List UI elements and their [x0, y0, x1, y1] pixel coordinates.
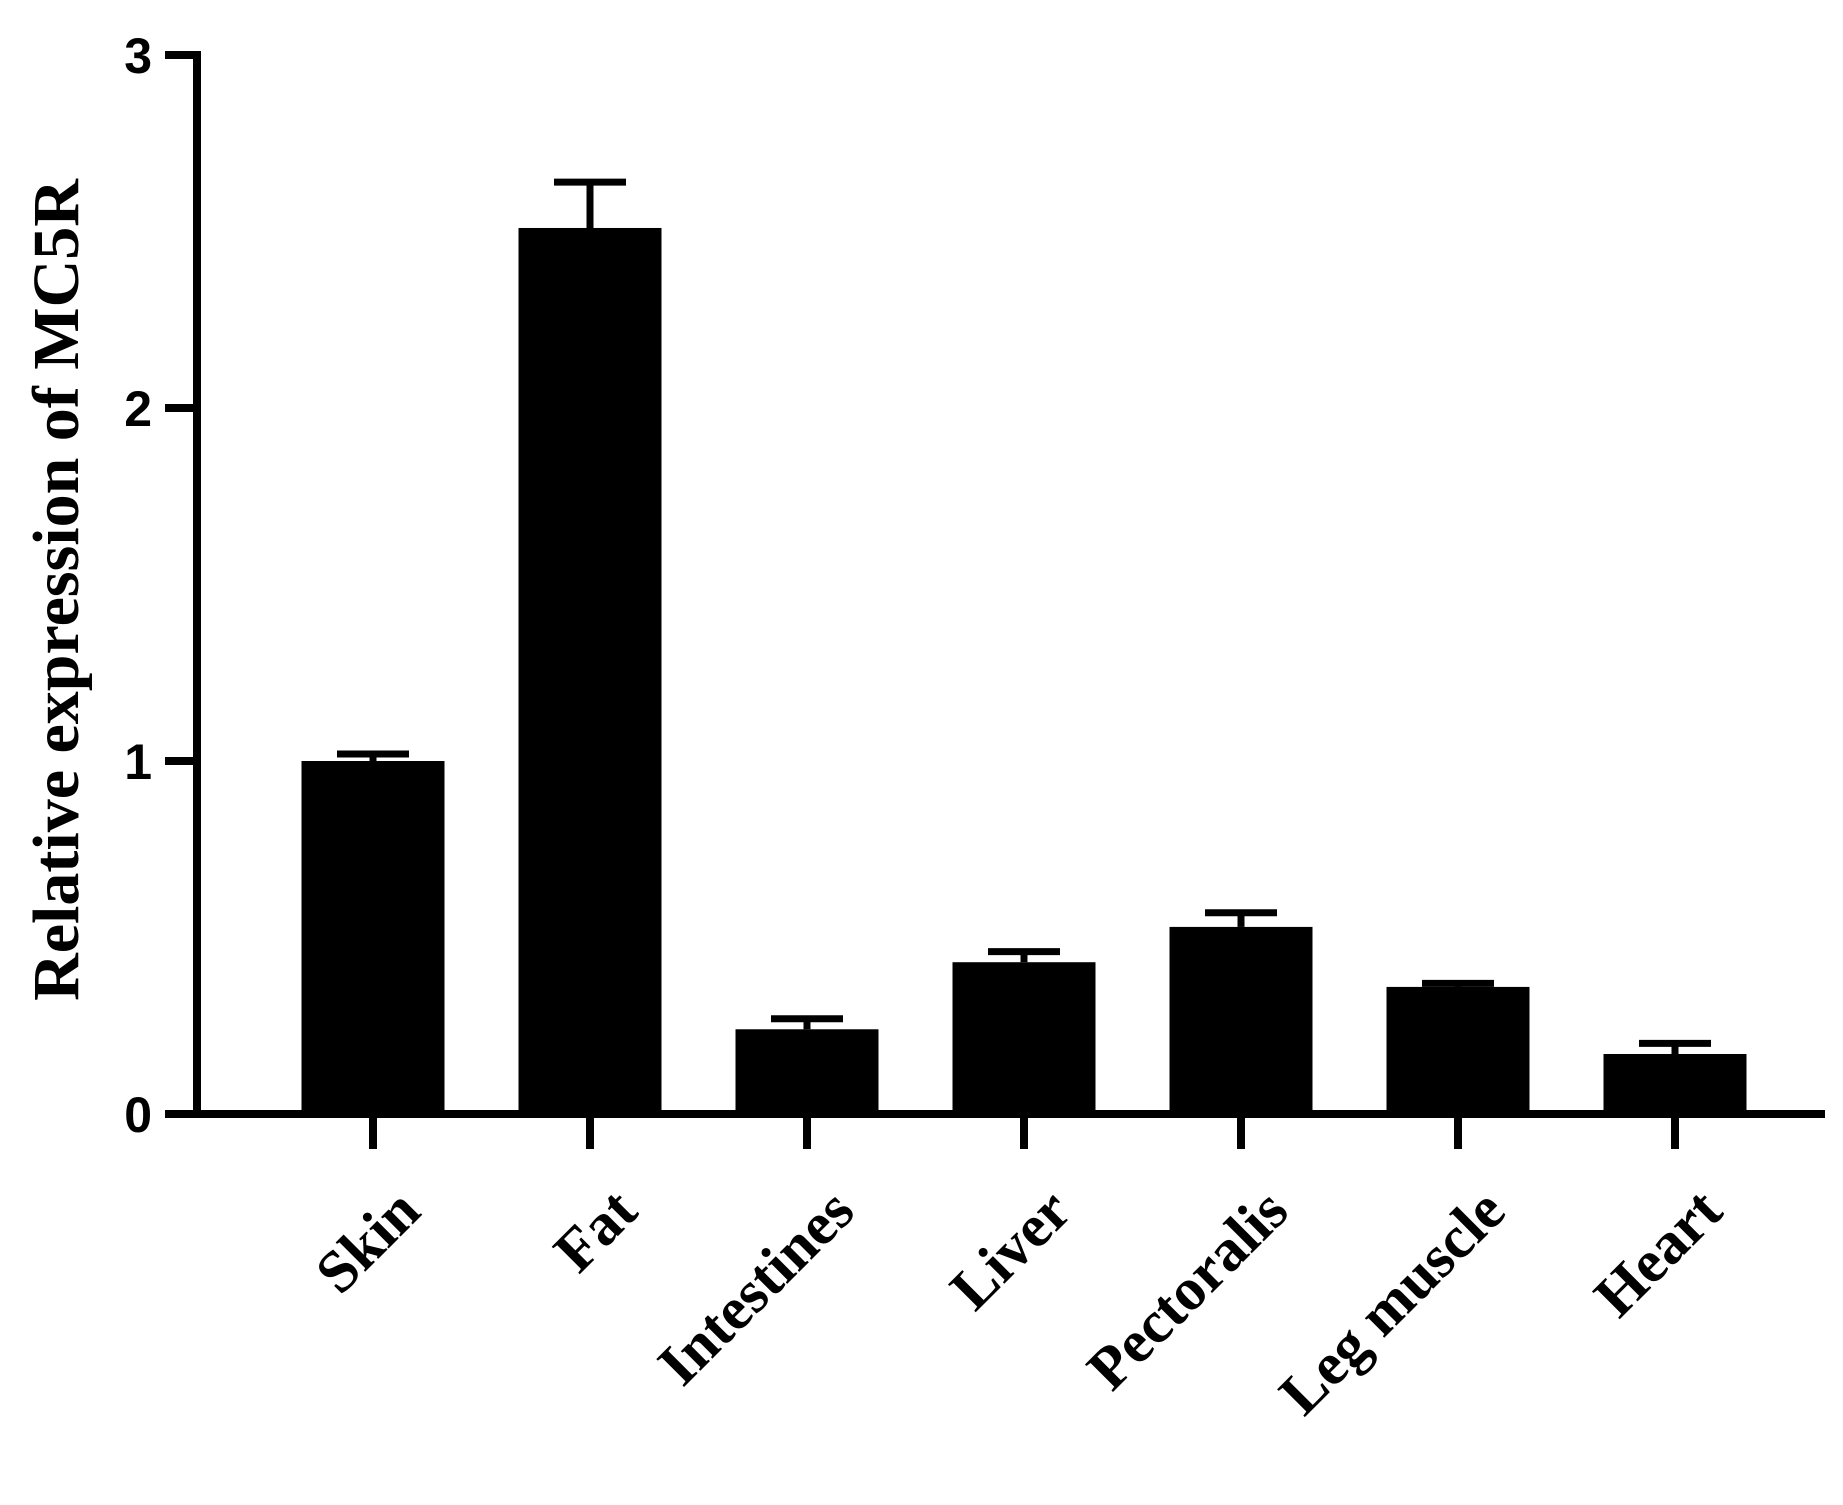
error-bar-fat: [554, 178, 626, 228]
bar-leg-muscle: [1386, 986, 1530, 1114]
x-tick-label-fat: Fat: [541, 1177, 649, 1285]
y-ticks: 0 1 2 3: [124, 28, 197, 1143]
bar-heart: [1603, 1053, 1747, 1114]
error-bar-pectoralis: [1205, 909, 1277, 927]
bar-liver: [952, 962, 1096, 1114]
error-bar-liver: [988, 948, 1060, 963]
y-axis-title-group: Relative expression of MC5R: [20, 178, 93, 1001]
y-tick-label-2: 2: [124, 381, 152, 437]
bar-skin: [301, 761, 445, 1114]
y-tick-label-1: 1: [124, 734, 152, 790]
x-tick-label-heart: Heart: [1582, 1177, 1735, 1330]
error-bar-intestines: [771, 1015, 843, 1030]
error-bar-leg-muscle: [1422, 979, 1494, 987]
x-tick-label-pectoralis: Pectoralis: [1074, 1177, 1300, 1403]
bar-pectoralis: [1169, 926, 1313, 1114]
y-tick-label-3: 3: [124, 28, 152, 84]
y-tick-label-0: 0: [124, 1087, 152, 1143]
x-tick-label-skin: Skin: [303, 1177, 432, 1306]
error-bar-heart: [1639, 1039, 1711, 1054]
x-tick-label-leg-muscle: Leg muscle: [1267, 1177, 1518, 1428]
error-bar-skin: [337, 750, 409, 761]
bars: [301, 227, 1747, 1115]
bar-fat: [518, 227, 662, 1115]
x-tick-label-intestines: Intestines: [645, 1177, 866, 1398]
y-axis-title: Relative expression of MC5R: [20, 178, 93, 1001]
error-bars: [337, 178, 1711, 1054]
bar-intestines: [735, 1029, 879, 1114]
axes: [193, 51, 1825, 1118]
x-tick-label-liver: Liver: [938, 1177, 1084, 1323]
